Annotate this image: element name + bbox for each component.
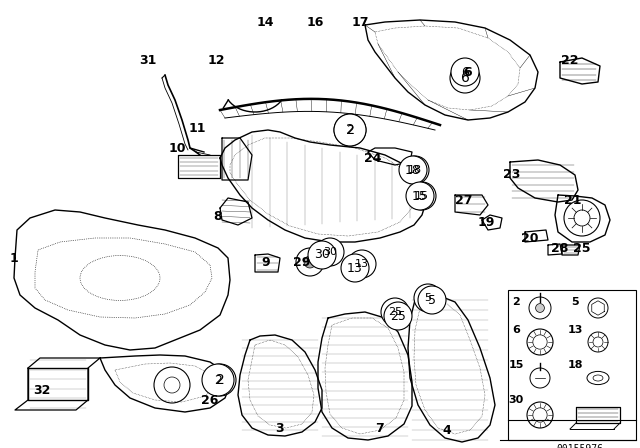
Circle shape <box>451 58 479 86</box>
Text: 30: 30 <box>508 395 524 405</box>
Text: 29: 29 <box>293 255 310 268</box>
Text: 7: 7 <box>376 422 385 435</box>
Circle shape <box>341 254 369 282</box>
Circle shape <box>384 302 412 330</box>
Text: 12: 12 <box>207 53 225 66</box>
Text: 2: 2 <box>346 123 355 137</box>
Circle shape <box>308 241 336 269</box>
Text: 5: 5 <box>424 293 431 303</box>
Text: 30: 30 <box>323 247 337 257</box>
Circle shape <box>406 182 434 210</box>
Circle shape <box>316 238 344 266</box>
Text: 16: 16 <box>307 16 324 29</box>
Text: 00155976: 00155976 <box>557 444 604 448</box>
Text: 1: 1 <box>10 251 19 264</box>
Circle shape <box>334 114 366 146</box>
Text: 6: 6 <box>464 65 472 78</box>
Text: 5: 5 <box>571 297 579 307</box>
Text: 21: 21 <box>564 194 582 207</box>
Text: 3: 3 <box>276 422 284 435</box>
Text: 25: 25 <box>573 241 591 254</box>
Text: 5: 5 <box>428 293 436 306</box>
Circle shape <box>202 364 234 396</box>
Circle shape <box>304 256 316 268</box>
Text: 6: 6 <box>461 65 469 78</box>
Text: 13: 13 <box>347 262 363 275</box>
Text: 10: 10 <box>168 142 186 155</box>
Text: 27: 27 <box>455 194 473 207</box>
Circle shape <box>414 284 442 312</box>
Text: 15: 15 <box>508 360 524 370</box>
Text: 11: 11 <box>188 121 205 134</box>
Text: 13: 13 <box>355 259 369 269</box>
Text: 20: 20 <box>521 232 539 245</box>
Text: 2: 2 <box>346 124 354 137</box>
Circle shape <box>536 304 545 312</box>
Text: 25: 25 <box>388 307 402 317</box>
Text: 2: 2 <box>214 374 222 387</box>
Circle shape <box>348 250 376 278</box>
Circle shape <box>381 298 409 326</box>
Text: 28: 28 <box>551 241 569 254</box>
Text: 22: 22 <box>561 53 579 66</box>
Circle shape <box>418 286 446 314</box>
Text: 18: 18 <box>408 165 422 175</box>
Text: 6: 6 <box>461 71 469 85</box>
Circle shape <box>408 182 436 210</box>
Text: 19: 19 <box>477 215 495 228</box>
Text: 13: 13 <box>567 325 582 335</box>
Text: 18: 18 <box>405 164 421 177</box>
Text: 8: 8 <box>214 210 222 223</box>
Text: 4: 4 <box>443 423 451 436</box>
Text: 6: 6 <box>512 325 520 335</box>
Circle shape <box>450 63 480 93</box>
Text: 31: 31 <box>140 53 157 66</box>
Bar <box>508 290 636 440</box>
Text: 32: 32 <box>33 383 51 396</box>
Text: 25: 25 <box>390 310 406 323</box>
Text: 24: 24 <box>364 151 381 164</box>
Circle shape <box>334 114 366 146</box>
Text: 15: 15 <box>415 191 429 201</box>
Text: 18: 18 <box>567 360 583 370</box>
Text: 23: 23 <box>503 168 521 181</box>
Text: 14: 14 <box>256 16 274 29</box>
Circle shape <box>401 156 429 184</box>
Text: 15: 15 <box>412 190 428 202</box>
Circle shape <box>204 364 236 396</box>
Text: 26: 26 <box>202 393 219 406</box>
Circle shape <box>399 156 427 184</box>
Text: 30: 30 <box>314 249 330 262</box>
Text: 2: 2 <box>216 373 225 387</box>
Text: 17: 17 <box>351 16 369 29</box>
Text: 9: 9 <box>262 255 270 268</box>
Text: 2: 2 <box>512 297 520 307</box>
